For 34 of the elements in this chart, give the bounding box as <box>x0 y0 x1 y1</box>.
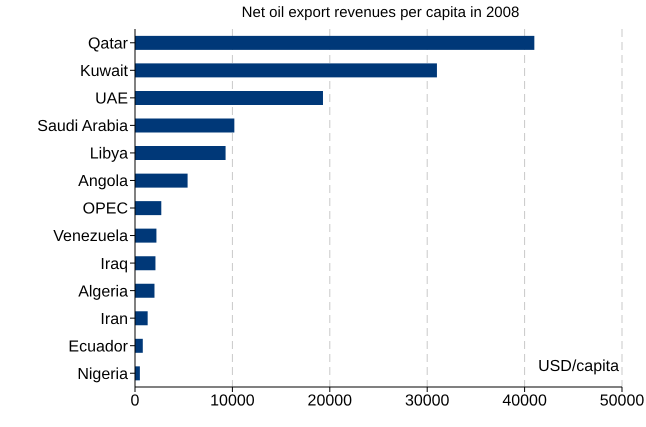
bar <box>135 201 162 216</box>
bar <box>135 338 143 353</box>
x-axis-title: USD/capita <box>538 358 619 376</box>
bar <box>135 366 140 380</box>
y-tick-label: Iraq <box>100 256 128 273</box>
y-tick-label: Iran <box>100 310 128 328</box>
x-tick-label: 20000 <box>308 392 352 410</box>
bar <box>135 174 188 188</box>
x-tick-label: 40000 <box>502 392 547 410</box>
bar <box>135 284 154 298</box>
y-tick-label: Nigeria <box>77 366 128 383</box>
bar <box>135 63 437 78</box>
y-tick-label: Ecuador <box>68 338 129 356</box>
bar <box>135 311 148 326</box>
y-tick-label: Kuwait <box>80 62 129 80</box>
y-tick-label: UAE <box>95 90 128 108</box>
bar <box>135 118 234 132</box>
chart-title: Net oil export revenues per capita in 2008 <box>240 4 520 21</box>
bar <box>135 228 156 243</box>
y-tick-label: Qatar <box>88 35 129 52</box>
bar <box>135 256 156 270</box>
y-tick-label: Libya <box>90 146 128 163</box>
x-tick-label: 10000 <box>210 392 255 410</box>
y-tick-label: Algeria <box>78 283 128 300</box>
x-tick-label: 0 <box>130 392 140 410</box>
y-tick-label: Angola <box>78 173 128 190</box>
bar <box>135 36 534 50</box>
bar <box>135 90 323 105</box>
y-tick-label: Saudi Arabia <box>37 118 128 136</box>
bar <box>135 146 226 160</box>
y-tick-label: Venezuela <box>53 228 128 246</box>
x-tick-label: 50000 <box>600 392 644 410</box>
x-tick-label: 30000 <box>404 392 450 410</box>
y-tick-label: OPEC <box>82 200 128 218</box>
